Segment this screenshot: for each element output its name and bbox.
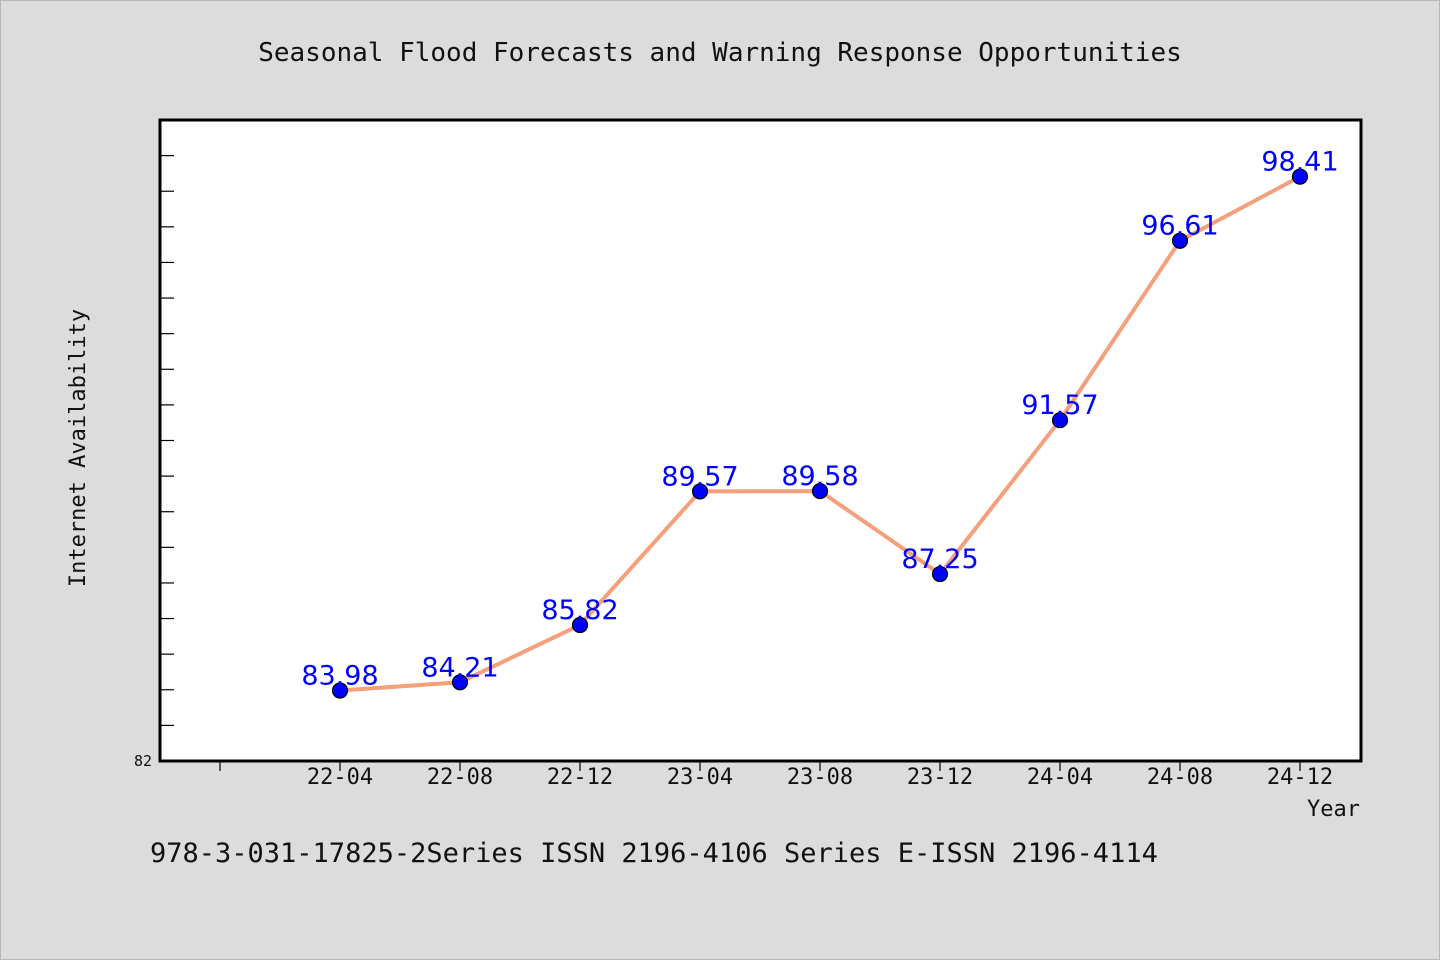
data-label: 98.41 bbox=[1261, 147, 1338, 178]
footer-text: 978-3-031-17825-2Series ISSN 2196-4106 S… bbox=[150, 838, 1158, 869]
y-axis-label: Internet Availability bbox=[66, 309, 91, 587]
x-axis-label: Year bbox=[1307, 797, 1360, 822]
x-tick-label: 23-04 bbox=[667, 765, 733, 790]
x-tick-label: 24-08 bbox=[1147, 765, 1213, 790]
x-tick-label: 24-04 bbox=[1027, 765, 1093, 790]
x-axis-ticks: 22-04 22-08 22-12 23-04 23-08 23-12 24-04 24-08… bbox=[219, 761, 1333, 790]
data-point bbox=[1291, 168, 1309, 185]
data-point bbox=[571, 616, 589, 634]
plot-area bbox=[158, 118, 1363, 763]
data-label: 83.98 bbox=[301, 660, 378, 691]
x-tick-label: 22-04 bbox=[307, 765, 373, 790]
x-tick-label: 23-12 bbox=[907, 765, 973, 790]
data-label: 85.82 bbox=[541, 595, 618, 626]
data-point bbox=[691, 483, 709, 500]
data-label: 84.21 bbox=[421, 652, 498, 683]
data-label: 89.57 bbox=[661, 461, 738, 492]
x-tick-label: 23-08 bbox=[787, 765, 853, 790]
data-point bbox=[331, 682, 349, 699]
x-tick-label: 24-12 bbox=[1267, 765, 1333, 790]
data-point bbox=[1171, 232, 1189, 249]
x-tick-label: 22-12 bbox=[547, 765, 613, 790]
data-label: 87.25 bbox=[901, 544, 978, 575]
data-point bbox=[1051, 412, 1069, 429]
y-axis-ticks bbox=[160, 155, 174, 726]
data-label: 91.57 bbox=[1021, 390, 1098, 421]
y-tick-label-min: 82 bbox=[134, 752, 152, 770]
data-point bbox=[811, 482, 829, 500]
series-layer: 83.98 84.21 85.82 89.57 89.58 87.25 91.57 96.61… bbox=[301, 147, 1339, 699]
data-point bbox=[451, 674, 469, 691]
chart-title: Seasonal Flood Forecasts and Warning Res… bbox=[258, 38, 1182, 68]
data-label: 96.61 bbox=[1141, 211, 1218, 242]
x-tick-label: 22-08 bbox=[427, 765, 493, 790]
data-point bbox=[931, 565, 949, 583]
data-label: 89.58 bbox=[781, 461, 858, 492]
